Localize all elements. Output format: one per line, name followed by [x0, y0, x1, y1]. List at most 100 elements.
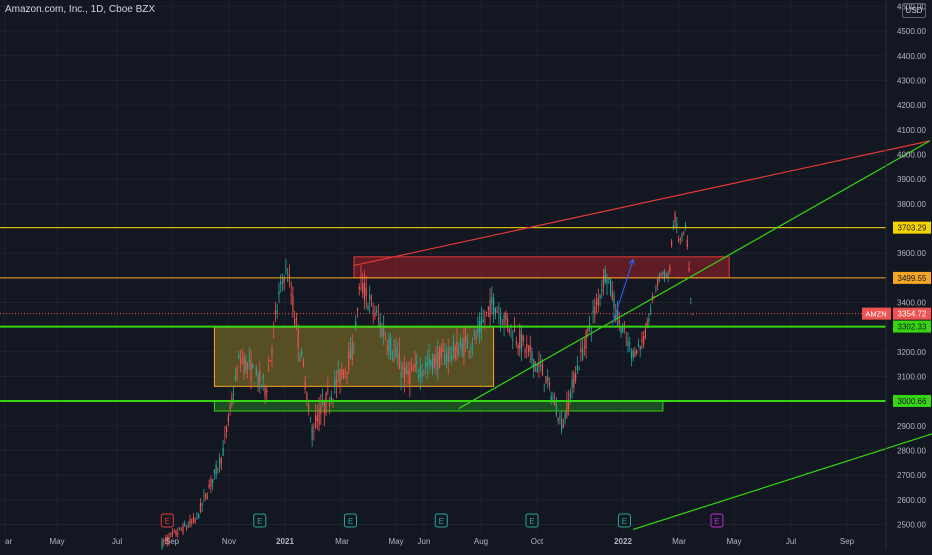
zone-rect	[353, 256, 730, 279]
candle-body	[571, 379, 573, 389]
candle-body	[252, 363, 254, 368]
y-axis-ticks: 2500.00 2600.00 2700.00 2800.00 2900.00 3000.…	[897, 2, 926, 529]
candle-body	[182, 524, 184, 534]
earnings-marker-box	[344, 513, 358, 528]
currency-label[interactable]: USD	[902, 3, 926, 18]
candle-body	[672, 224, 674, 229]
candle-body	[381, 326, 383, 337]
earnings-marker-label: E	[439, 517, 444, 526]
candle-body	[540, 364, 542, 367]
candle-body	[393, 350, 395, 352]
candle-body	[466, 339, 469, 349]
earnings-marker[interactable]: E	[617, 513, 631, 528]
price-label-box	[893, 394, 931, 407]
candle-body	[168, 536, 170, 544]
candle-body	[625, 337, 627, 339]
candle-body	[316, 415, 318, 422]
candle-body	[287, 279, 289, 281]
candle-body	[374, 312, 376, 317]
arrow-head	[628, 258, 635, 266]
price-labels: 3703.29 3499.55 3354.72 AMZN 3302.33 3000.66	[862, 221, 931, 407]
earnings-marker[interactable]: E	[525, 513, 539, 528]
earnings-marker[interactable]: E	[344, 513, 358, 528]
candle-body	[424, 362, 427, 368]
candle-body	[171, 532, 174, 535]
y-tick-label: 2600.00	[897, 496, 926, 505]
candle-body	[465, 335, 467, 341]
earnings-marker[interactable]: E	[434, 513, 448, 528]
candle-body	[592, 310, 594, 314]
earnings-marker[interactable]: E	[253, 513, 267, 528]
candle-body	[651, 295, 653, 300]
candle-body	[686, 239, 688, 248]
zone-rectangles	[213, 256, 730, 412]
candle-body	[545, 376, 547, 384]
candle-body	[554, 400, 556, 406]
earnings-marker[interactable]: E	[160, 513, 174, 528]
candle-body	[503, 314, 505, 324]
zone-rect	[213, 400, 664, 412]
candle-body	[515, 341, 517, 344]
candle-body	[601, 288, 603, 292]
candle-body	[325, 392, 327, 413]
candle-body	[648, 318, 650, 322]
candle-body	[328, 402, 331, 407]
candle-body	[203, 495, 205, 497]
candle-body	[243, 356, 245, 373]
candle-body	[451, 355, 453, 360]
candle-body	[365, 287, 367, 297]
earnings-marker-box	[617, 513, 631, 528]
candle-body	[199, 502, 202, 513]
y-tick-label: 4400.00	[897, 52, 926, 61]
x-tick-label: Mar	[672, 537, 686, 546]
candle-body	[344, 369, 346, 371]
candle-body	[198, 514, 200, 519]
candle-body	[349, 347, 352, 359]
candle-body	[187, 524, 189, 527]
candle-body	[566, 400, 568, 417]
candle-body	[191, 521, 193, 523]
candle-body	[456, 341, 458, 353]
candle-body	[341, 369, 343, 375]
candle-body	[367, 305, 369, 311]
candle-body	[564, 412, 566, 419]
candle-body	[472, 346, 474, 348]
earnings-marker-box	[160, 513, 174, 528]
candle-body	[688, 267, 690, 271]
candle-body	[473, 331, 476, 336]
candle-body	[163, 540, 165, 543]
candle-body	[315, 415, 317, 429]
candle-body	[405, 366, 407, 375]
candle-body	[618, 319, 620, 325]
candle-body	[597, 297, 599, 305]
candle-body	[576, 365, 578, 371]
candle-body	[431, 354, 434, 373]
candle-body	[520, 333, 523, 352]
candle-body	[482, 319, 484, 322]
candle-body	[327, 389, 329, 392]
candle-body	[437, 352, 439, 371]
price-label-value: 3302.33	[898, 323, 927, 332]
zone-rect	[213, 326, 495, 387]
candle-body	[280, 281, 282, 284]
earnings-marker[interactable]: E	[710, 513, 724, 528]
candle-body	[292, 296, 294, 312]
candle-body	[177, 533, 179, 535]
price-label-tag-box	[862, 307, 891, 320]
candle-body	[445, 356, 448, 360]
candle-body	[547, 376, 549, 382]
candle-body	[232, 394, 235, 396]
price-label: 3703.29	[893, 221, 931, 234]
candle-body	[302, 360, 304, 367]
candle-body	[543, 384, 545, 385]
candle-body	[690, 298, 692, 300]
candle-body	[323, 401, 325, 414]
candle-body	[208, 484, 210, 488]
candle-body	[276, 310, 278, 313]
candle-body	[562, 425, 564, 428]
candle-body	[358, 286, 360, 290]
y-tick-label: 4000.00	[897, 150, 926, 159]
x-tick-label: Jun	[418, 537, 431, 546]
